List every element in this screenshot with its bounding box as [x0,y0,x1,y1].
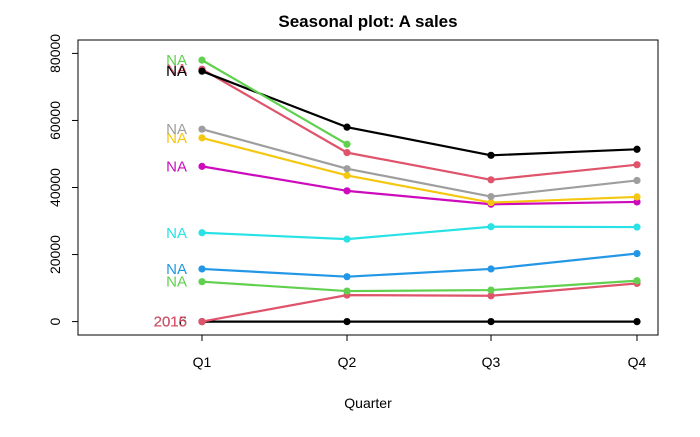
y-tick-label: 60000 [47,101,63,140]
data-point [343,140,351,148]
data-point [633,161,641,169]
series-label: NA [166,63,187,80]
data-point [343,273,351,281]
data-point [343,287,351,295]
series-line [201,70,638,157]
data-point [487,151,495,159]
series-line [201,59,348,146]
chart-title: Seasonal plot: A sales [278,12,457,31]
data-point [487,265,495,273]
data-point [633,223,641,231]
series-line [201,68,638,181]
data-point [198,162,206,170]
series-line [201,128,638,198]
data-point [343,123,351,131]
data-point [343,165,351,173]
data-point [343,317,351,326]
data-point [198,265,206,273]
series-label: NA [166,261,187,278]
data-point [198,67,206,75]
data-point [633,277,641,285]
series-label: NA [166,121,187,138]
series-label: NA [166,225,187,242]
series-label: 2015 [154,314,187,331]
data-point [633,198,641,206]
y-tick-label: 80000 [47,34,63,73]
series-line [201,165,638,206]
data-point [487,198,495,207]
data-point [487,176,495,184]
data-point [198,134,206,142]
x-tick-label: Q1 [193,354,212,370]
series-line [201,279,638,293]
series-label: NA [166,61,187,78]
series-line [201,225,638,241]
series-label: NA [166,52,187,69]
x-tick-label: Q2 [338,354,357,370]
data-point [487,223,495,231]
series-label: 2016 [154,314,187,331]
data-point [633,317,641,326]
series-label: NA [166,130,187,147]
data-point [198,56,206,64]
data-point [487,317,495,326]
y-tick-label: 40000 [47,168,63,207]
data-point [487,192,495,201]
data-point [633,193,641,201]
y-tick-label: 0 [47,317,63,325]
data-point [633,145,641,153]
series-line [201,252,638,278]
data-point [343,149,351,157]
y-tick-label: 20000 [47,235,63,274]
series-label: NA [166,158,187,175]
series-label: NA [166,274,187,291]
x-axis-label: Quarter [344,395,392,411]
data-point [198,229,206,237]
data-point [198,125,206,133]
x-tick-label: Q3 [482,354,501,370]
series-line [201,282,638,323]
x-tick-label: Q4 [628,354,647,370]
data-point [343,187,351,195]
series-line [201,136,638,204]
data-point [633,176,641,185]
data-point [487,286,495,294]
data-point [633,249,641,258]
data-point [198,317,206,326]
data-point [343,235,351,243]
data-point [198,278,206,286]
data-point [343,171,351,180]
data-point [487,292,495,300]
